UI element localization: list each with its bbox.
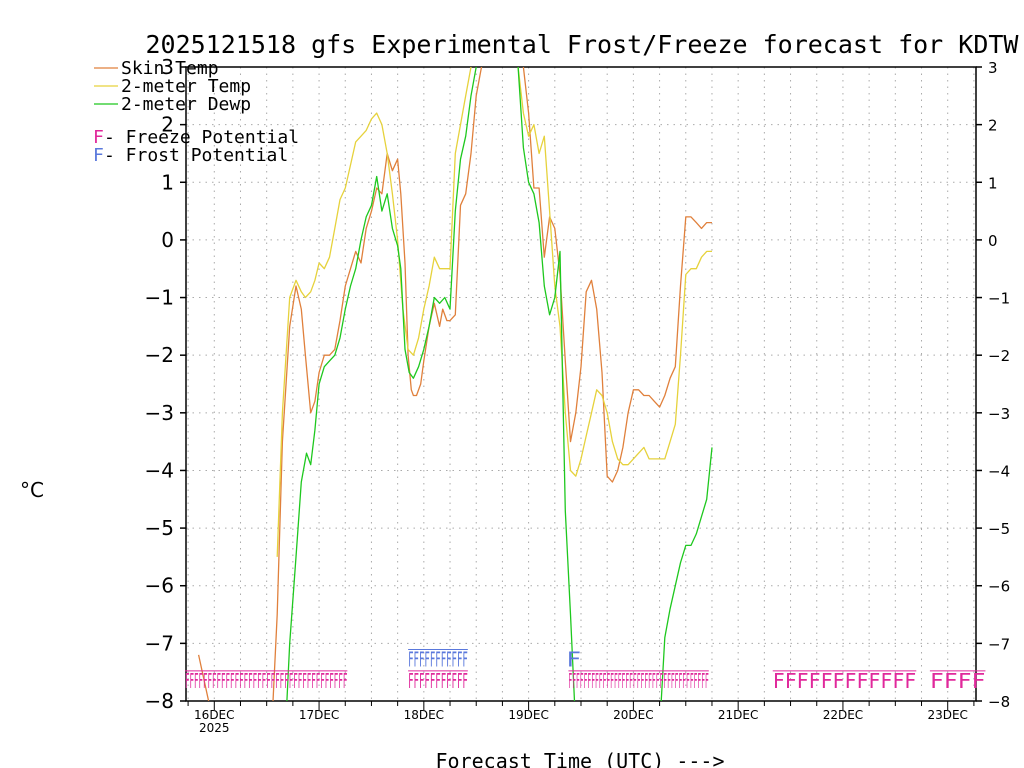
x-tick-label: 21DEC [718, 708, 758, 722]
legend-label: 2-meter Temp [121, 76, 251, 97]
y-tick-label-left: −5 [145, 516, 174, 540]
legend-label: Skin Temp [121, 58, 219, 79]
freeze-potential-flags: FFFFFFFFFFFFFFFFFFFFFFFFFFFFFFFFFFFFF [568, 669, 708, 693]
x-tick-label: 22DEC [823, 708, 863, 722]
x-axis-label: Forecast Time (UTC) ---> [436, 749, 725, 768]
y-tick-label-right: −7 [988, 635, 1010, 653]
legend-flag-letter: F [93, 145, 104, 166]
x-tick-label: 19DEC [508, 708, 548, 722]
x-tick-label: 23DEC [927, 708, 967, 722]
chart-title: 2025121518 gfs Experimental Frost/Freeze… [146, 30, 1020, 59]
y-tick-label-right: −5 [988, 520, 1010, 538]
potential-flags: FFFFFFFFFFF FFFFFFFFFFFFFFFFFFFFFFFFFFFFF… [184, 648, 986, 693]
y-tick-label-right: 2 [988, 117, 998, 135]
grid-lines [186, 67, 976, 701]
x-tick-label: 20DEC [613, 708, 653, 722]
y-tick-label-left: 3 [161, 55, 174, 79]
freeze-potential-flags: FFFF [930, 669, 986, 693]
series-line-2-meter-temp [276, 67, 712, 557]
y-tick-label-left: −4 [145, 458, 174, 482]
y-tick-label-left: −8 [145, 689, 174, 713]
y-axis-label: °C [20, 478, 44, 502]
y-tick-label-right: −2 [988, 347, 1010, 365]
y-tick-label-right: −6 [988, 578, 1010, 596]
y-tick-label-right: −3 [988, 405, 1010, 423]
y-tick-label-right: −4 [988, 462, 1010, 480]
x-tick-sublabel: 2025 [199, 721, 230, 735]
y-tick-label-right: 3 [988, 59, 998, 77]
y-tick-label-left: 1 [161, 170, 174, 194]
y-axis-ticks: −8 −8 −7 −7 −6 −6 −5 −5 −4 −4 −3 −3 −2 −2 −1 −1 0 0 1 1 2 2 3 3 [145, 55, 1011, 713]
y-tick-label-left: −7 [145, 631, 174, 655]
series-line-2-meter-dewp [286, 67, 713, 701]
y-tick-label-left: −6 [145, 574, 174, 598]
y-tick-label-right: 1 [988, 174, 998, 192]
frost-potential-flags: FFFFFFFFFFF [408, 648, 468, 672]
plot-frame [185, 66, 977, 702]
y-tick-label-left: 0 [161, 228, 174, 252]
legend-flag-label: - Freeze Potential [104, 127, 299, 148]
x-tick-label: 16DEC [194, 708, 234, 722]
legend-flag-letter: F [93, 127, 104, 148]
freeze-potential-flags: FFFFFFFFFFFFFFFFFFFFFFFFFFFFFFFFFFFF [185, 669, 347, 693]
x-tick-label: 18DEC [404, 708, 444, 722]
y-tick-label-left: −1 [145, 286, 174, 310]
y-tick-label-left: −3 [145, 401, 174, 425]
y-tick-label-right: −1 [988, 290, 1010, 308]
legend-flag-label: - Frost Potential [104, 145, 288, 166]
freeze-potential-flags: FFFFFFFFFFF [408, 669, 468, 693]
series-layer [197, 67, 713, 701]
series-line-skin-temp [197, 67, 712, 701]
y-tick-label-right: −8 [988, 693, 1010, 711]
freeze-potential-flags: FFFFFFFFFFFF [773, 669, 917, 693]
legend-label: 2-meter Dewp [121, 94, 251, 115]
frost-potential-flags: F [566, 648, 581, 672]
y-tick-label-left: −2 [145, 343, 174, 367]
x-tick-label: 17DEC [299, 708, 339, 722]
y-tick-label-right: 0 [988, 232, 998, 250]
y-tick-label-left: 2 [161, 113, 174, 137]
